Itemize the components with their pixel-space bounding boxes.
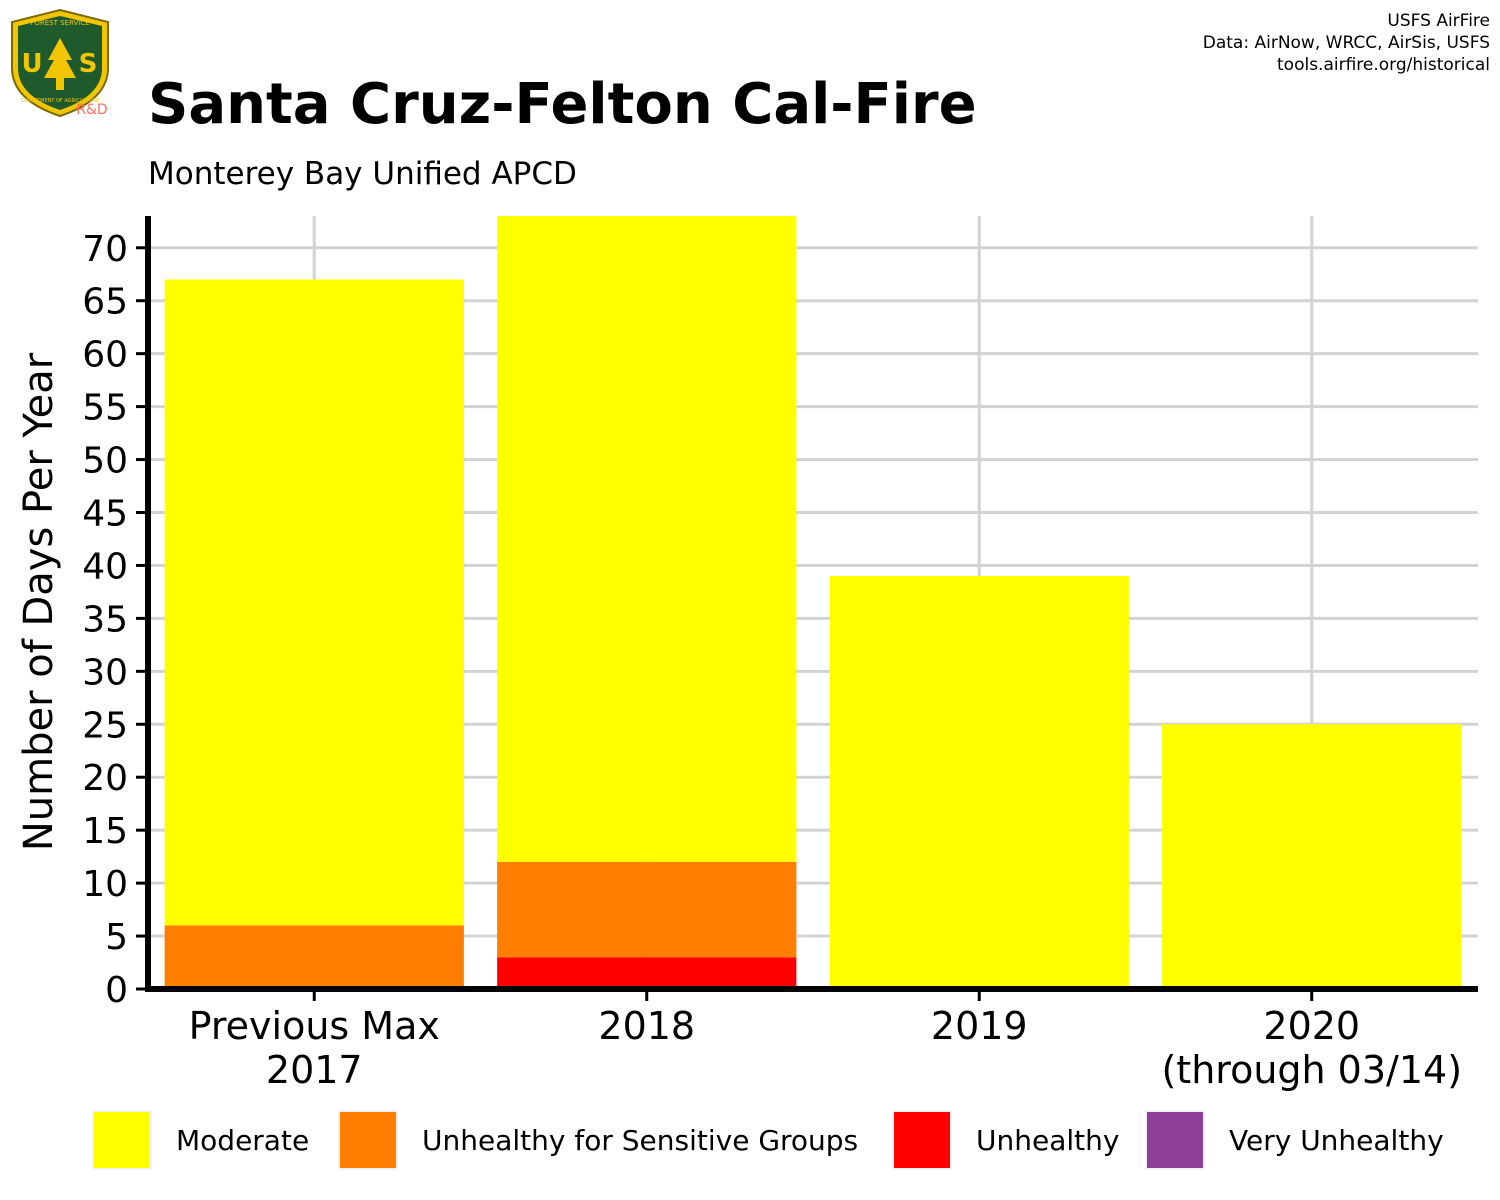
y-tick-label: 55 [82, 388, 128, 429]
y-tick-label: 65 [82, 282, 128, 323]
forest-service-logo: U S FOREST SERVICE DEPARTMENT OF AGRICUL… [11, 8, 109, 118]
legend-label: Unhealthy [976, 1124, 1120, 1157]
logo-letter-s: S [79, 49, 98, 79]
y-tick-label: 10 [82, 864, 128, 905]
credit-line: USFS AirFire [1387, 11, 1490, 31]
page-title: Santa Cruz-Felton Cal-Fire [148, 72, 977, 137]
legend-swatch [94, 1112, 150, 1168]
credits: USFS AirFire Data: AirNow, WRCC, AirSis,… [1203, 10, 1490, 76]
y-tick-label: 45 [82, 493, 128, 534]
y-tick-label: 15 [82, 811, 128, 852]
legend-label: Moderate [176, 1124, 310, 1157]
x-tick-label: Previous Max 2017 [189, 1004, 440, 1092]
y-tick-label: 40 [82, 546, 128, 587]
x-tick-label: 2020 (through 03/14) [1161, 1004, 1462, 1092]
y-tick-label: 50 [82, 441, 128, 482]
logo-badge: R&D [76, 102, 107, 118]
y-tick-label: 70 [82, 229, 128, 270]
y-tick-label: 30 [82, 652, 128, 693]
y-tick-label: 25 [82, 705, 128, 746]
page-subtitle: Monterey Bay Unified APCD [148, 156, 577, 192]
x-tick-label: 2019 [931, 1004, 1028, 1048]
legend: Moderate Unhealthy for Sensitive Groups Un… [0, 1108, 1500, 1172]
bar-segment [829, 576, 1129, 989]
legend-swatch [1147, 1112, 1203, 1168]
y-tick-label: 20 [82, 758, 128, 799]
bar-segment [164, 279, 464, 926]
y-tick-label: 0 [105, 970, 128, 1011]
legend-label: Unhealthy for Sensitive Groups [422, 1124, 859, 1157]
legend-swatch [340, 1112, 396, 1168]
y-tick-label: 5 [105, 917, 128, 958]
logo-top-text: FOREST SERVICE [30, 19, 89, 27]
y-axis-label: Number of Days Per Year [16, 352, 62, 851]
bar-segment [497, 957, 797, 989]
credit-line: Data: AirNow, WRCC, AirSis, USFS [1202, 33, 1490, 53]
y-tick-label: 60 [82, 335, 128, 376]
y-tick-label: 35 [82, 599, 128, 640]
bar-segment [1162, 724, 1462, 989]
legend-swatch [894, 1112, 950, 1168]
bar-segment [164, 925, 464, 989]
bar-segment [497, 861, 797, 958]
credit-line: tools.airfire.org/historical [1277, 55, 1490, 75]
logo-letter-u: U [21, 49, 42, 79]
bar-segment [497, 216, 797, 862]
legend-label: Very Unhealthy [1229, 1124, 1444, 1157]
x-tick-label: 2018 [598, 1004, 695, 1048]
logo-bottom-text: DEPARTMENT OF AGRICULTURE [21, 98, 99, 104]
